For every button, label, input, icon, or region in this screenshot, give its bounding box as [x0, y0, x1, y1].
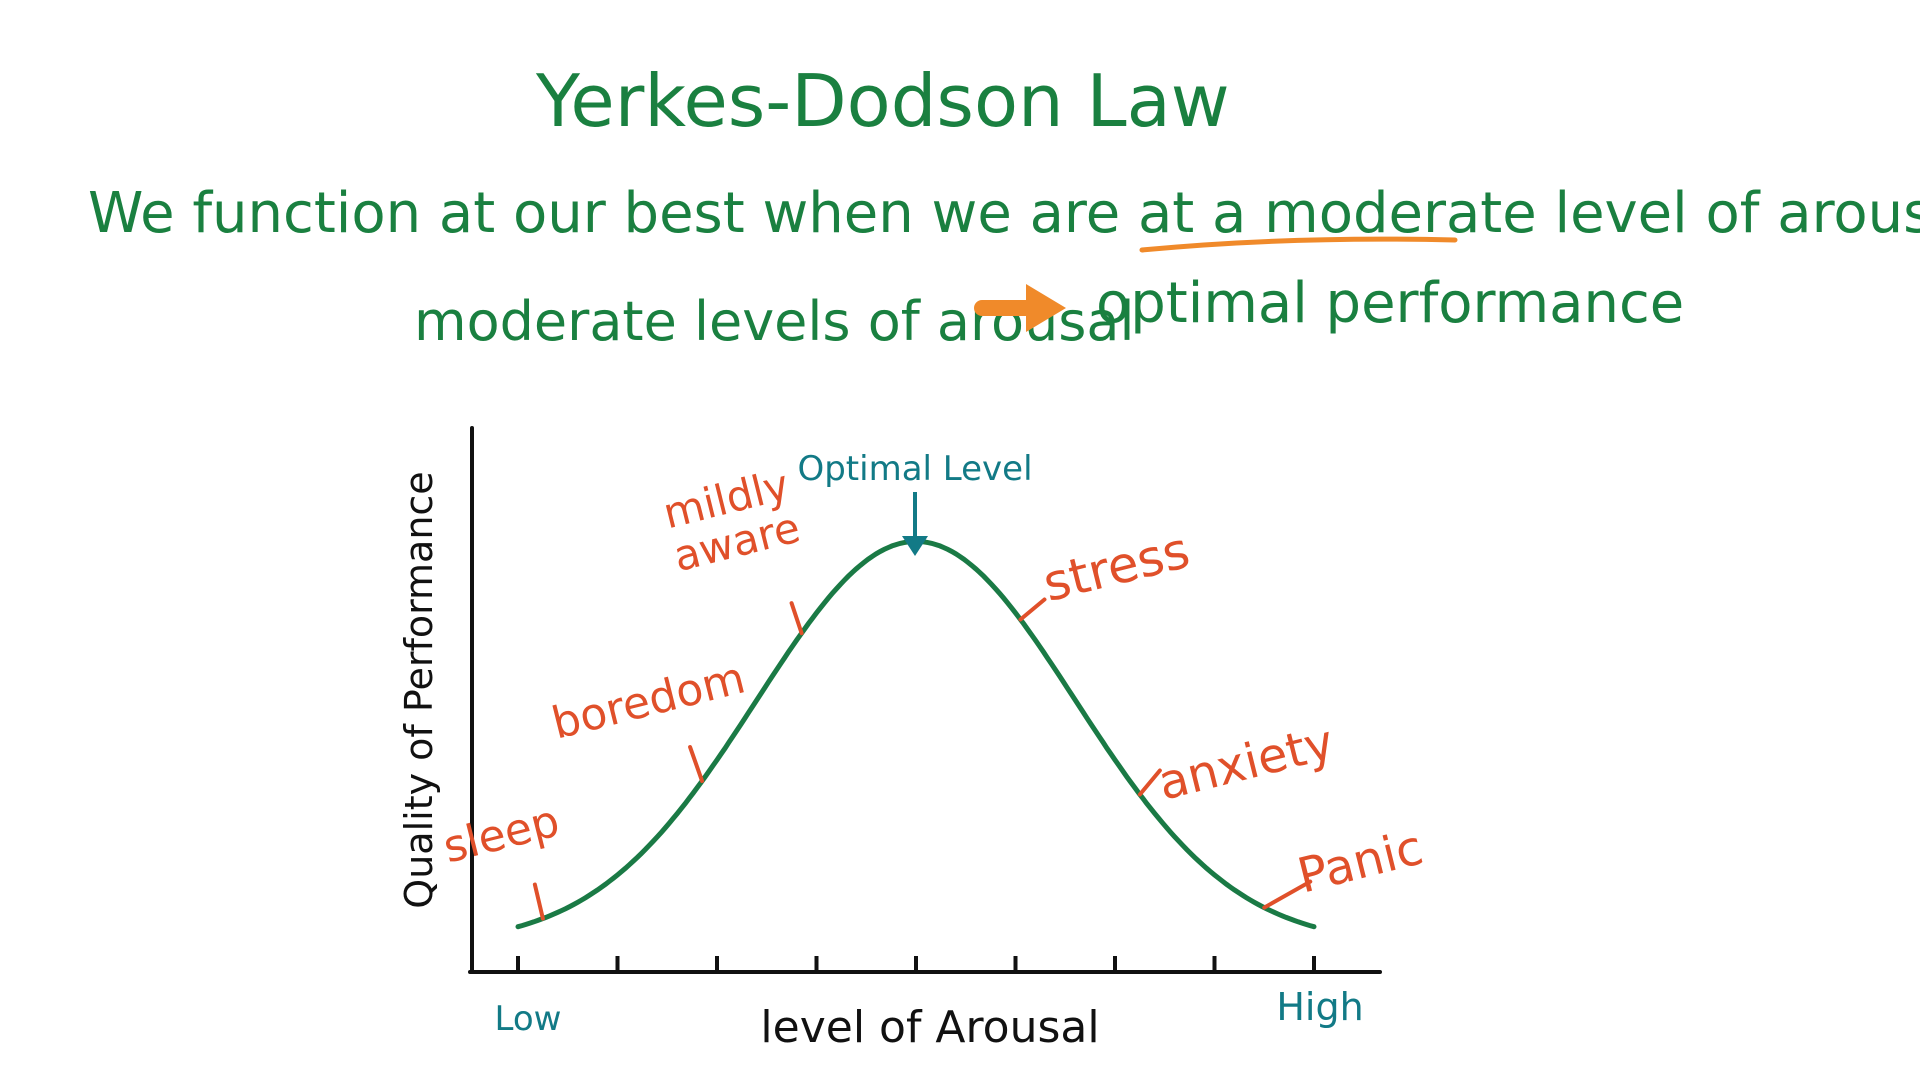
stage-marker [1137, 768, 1162, 797]
statement-prefix: We function at our best when we are at a [88, 181, 1264, 246]
stage-marker [688, 745, 705, 784]
stage-marker [1018, 597, 1047, 622]
statement-emphasis: moderate level [1264, 181, 1688, 246]
stage-marker [532, 882, 545, 921]
y-axis-label: Quality of Performance [397, 471, 441, 908]
cause-effect-arrow [974, 284, 1066, 332]
arousal-stages: sleep boredom mildlyaware stress anxiety Pani… [438, 460, 1428, 921]
stage-label: mildlyaware [658, 460, 805, 581]
stage-marker [1262, 879, 1313, 910]
x-tick-low-label: Low [495, 999, 562, 1039]
effect-text: optimal performance [1096, 271, 1684, 336]
statement-suffix: of arousal [1688, 181, 1920, 246]
optimal-level-label: Optimal Level [797, 449, 1032, 489]
stage-label: anxiety [1153, 714, 1340, 811]
x-axis-ticks [516, 956, 1316, 972]
stage-label: boredom [547, 652, 750, 749]
stage-label: sleep [438, 796, 564, 874]
emphasis-underline [1139, 236, 1458, 253]
optimal-level-annotation: Optimal Level [797, 449, 1033, 556]
stage-label: Panic [1292, 820, 1428, 905]
performance-curve [515, 538, 1317, 930]
main-statement: We function at our best when we are at a… [88, 181, 1920, 246]
optimal-arrow-icon [902, 536, 928, 556]
x-tick-high-label: High [1276, 985, 1363, 1029]
x-axis-label: level of Arousal [760, 1002, 1099, 1053]
stage-marker [789, 601, 804, 636]
arousal-performance-chart: sleep boredom mildlyaware stress anxiety Pani… [397, 426, 1428, 1053]
page-title: Yerkes-Dodson Law [535, 59, 1230, 143]
stage-label: stress [1038, 521, 1196, 613]
